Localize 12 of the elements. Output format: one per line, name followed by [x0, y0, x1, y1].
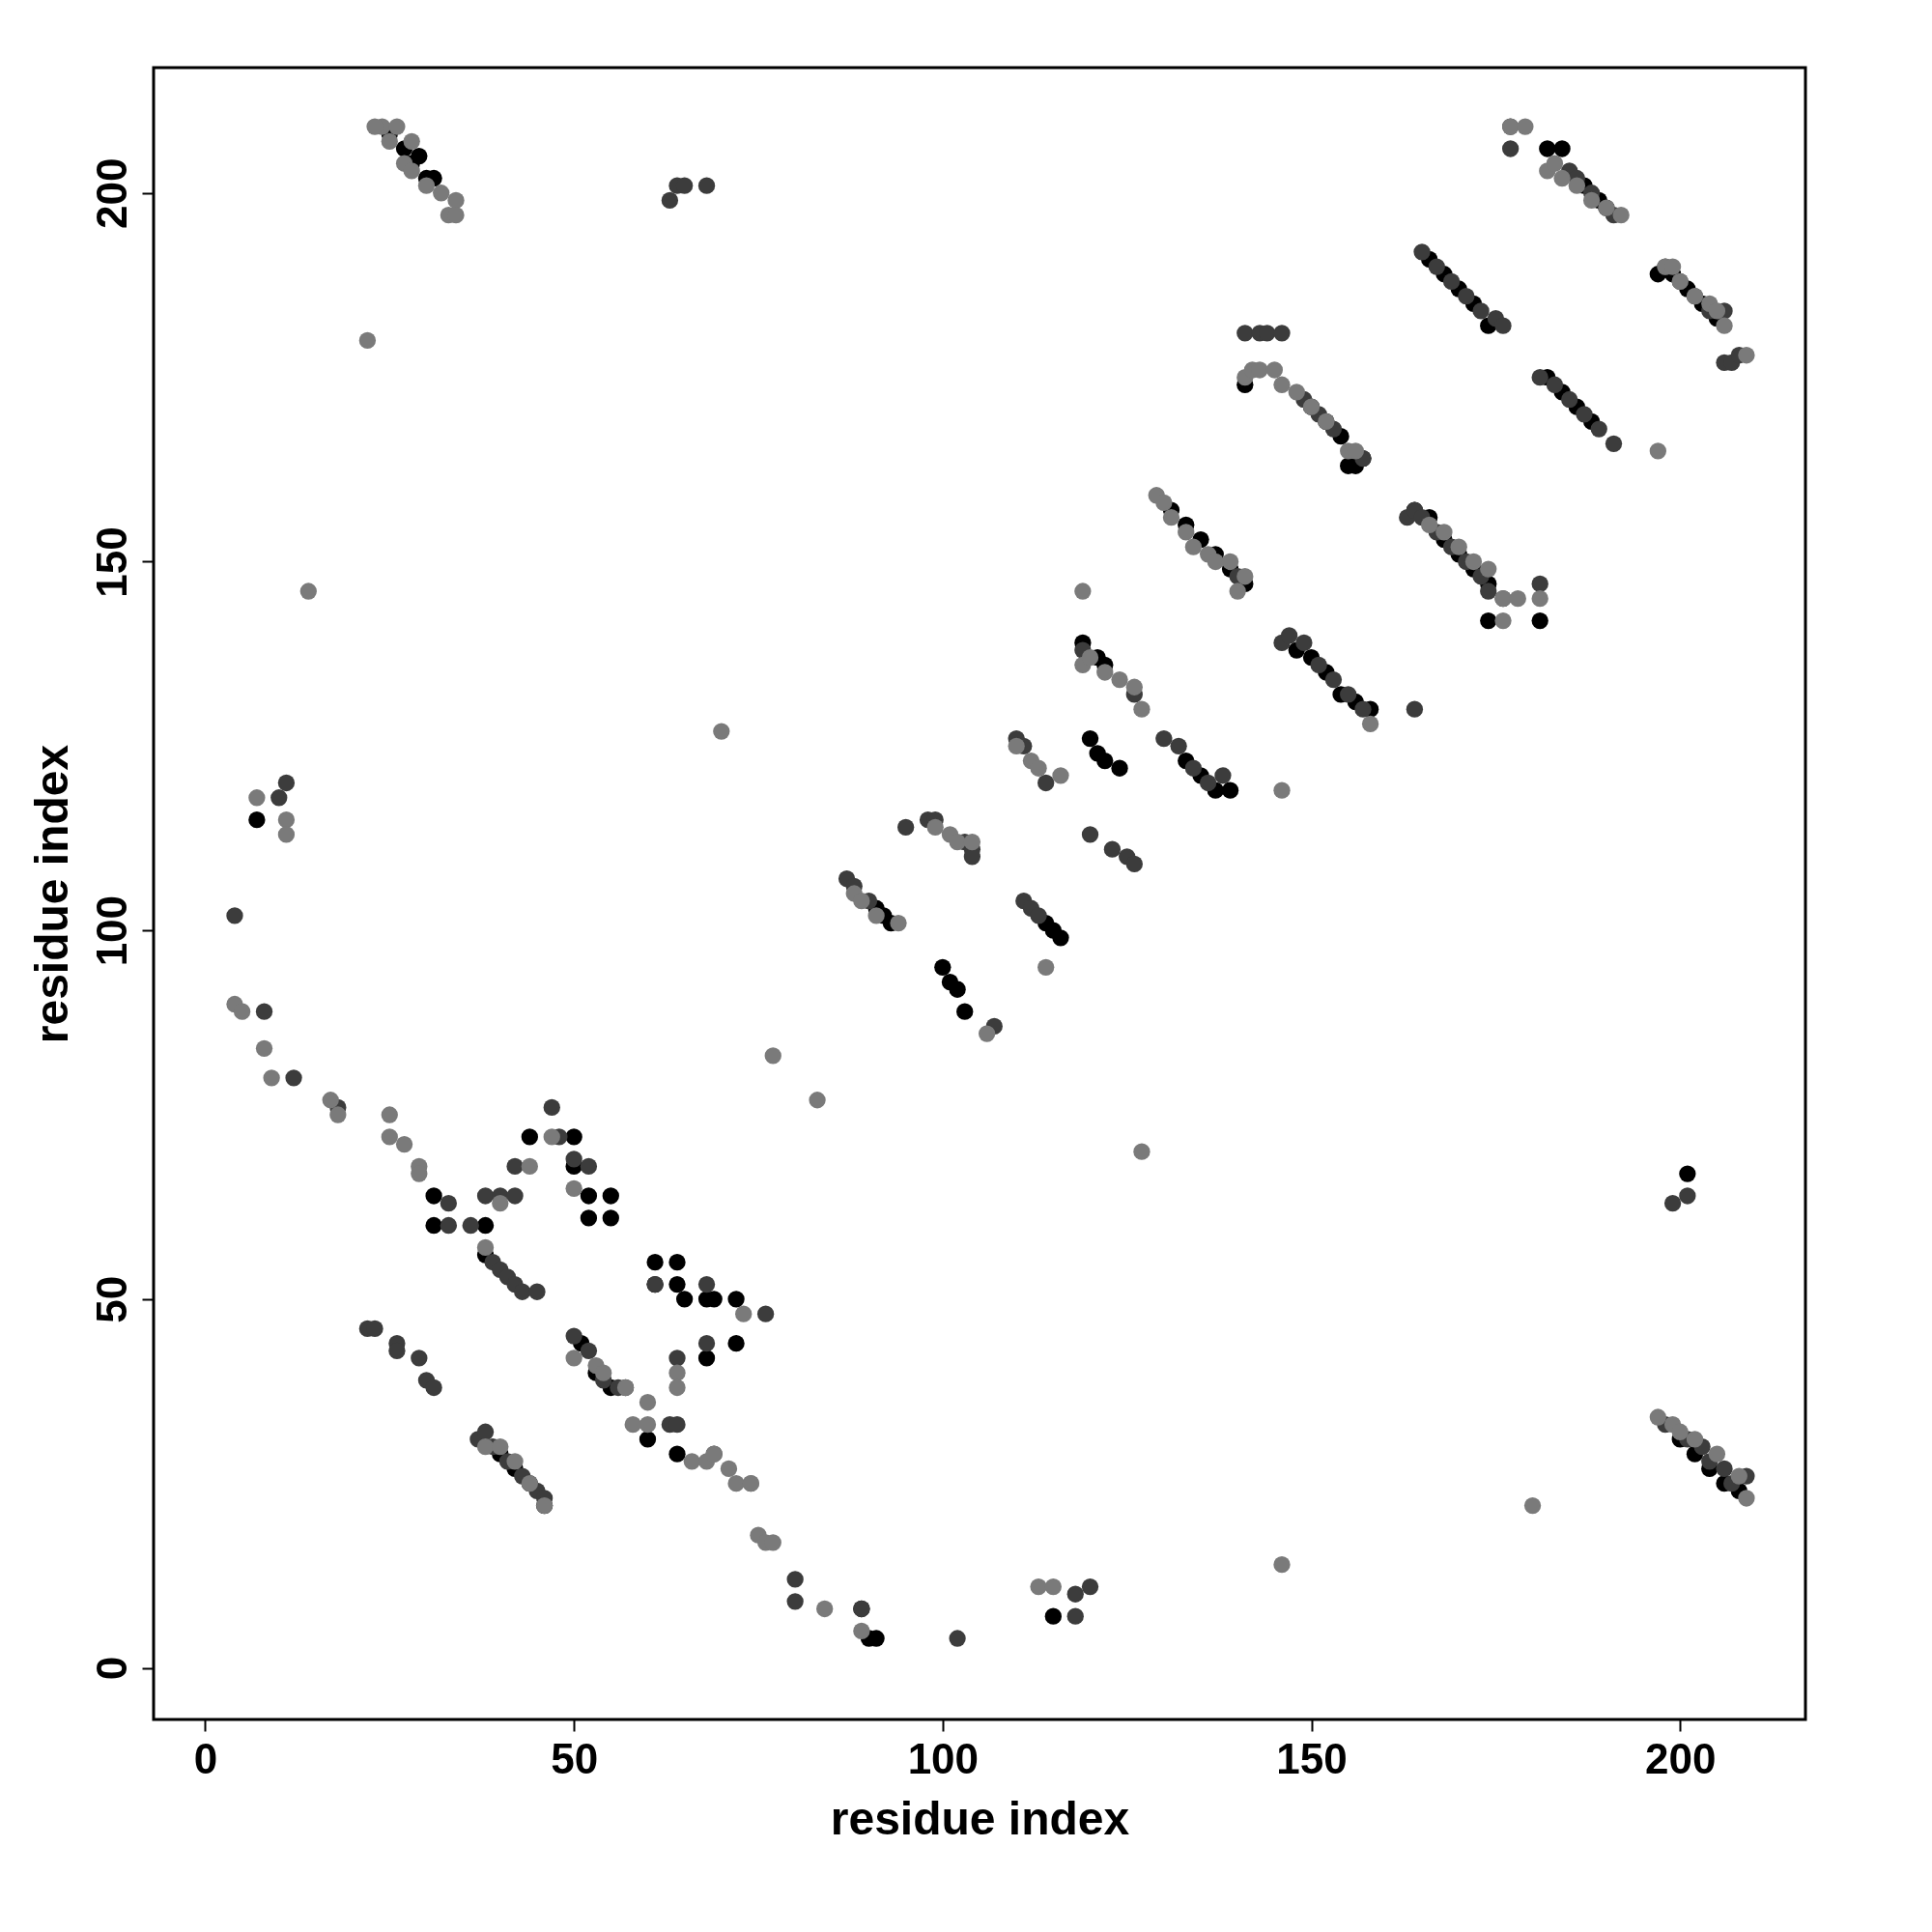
- y-tick-label: 0: [87, 1656, 135, 1681]
- x-tick-label: 100: [907, 1734, 980, 1782]
- x-tick-label: 200: [1645, 1734, 1717, 1782]
- x-tick-label: 0: [193, 1734, 218, 1782]
- y-tick-label: 50: [87, 1275, 135, 1323]
- x-axis-title: residue index: [830, 1792, 1130, 1844]
- y-axis-title: residue index: [25, 744, 77, 1044]
- y-tick-label: 100: [87, 895, 135, 967]
- x-tick-label: 50: [551, 1734, 599, 1782]
- y-tick-label: 200: [87, 157, 135, 229]
- x-tick-label: 150: [1276, 1734, 1348, 1782]
- y-tick-label: 150: [87, 526, 135, 598]
